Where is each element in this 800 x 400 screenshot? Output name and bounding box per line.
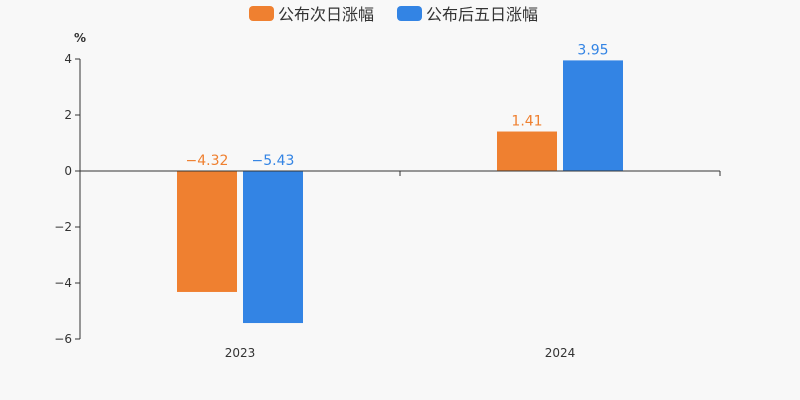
legend-label-series-0: 公布次日涨幅	[278, 5, 374, 24]
bar-series-1-2024	[563, 60, 623, 171]
data-label-series-1-2024: 3.95	[577, 42, 608, 58]
y-tick-label-0: 4	[64, 52, 72, 66]
legend-swatch-series-0	[249, 6, 274, 21]
data-label-series-0-2023: −4.32	[186, 153, 229, 169]
y-tick-label-5: −6	[54, 332, 72, 346]
bar-series-1-2023	[243, 171, 303, 324]
y-tick-label-3: −2	[54, 220, 72, 234]
data-label-series-1-2023: −5.43	[252, 153, 295, 169]
x-tick-label-2023: 2023	[225, 346, 256, 360]
x-axis: 2023 2024	[79, 170, 721, 360]
y-axis: 4 2 0 −2 −4 −6	[54, 52, 81, 346]
bar-series-0-2024	[497, 131, 557, 171]
x-tick-label-2024: 2024	[545, 346, 576, 360]
y-tick-label-1: 2	[64, 108, 72, 122]
y-tick-label-2: 0	[64, 164, 72, 178]
bar-series-0-2023	[177, 171, 237, 292]
y-tick-label-4: −4	[54, 276, 72, 290]
y-axis-unit-label: %	[74, 31, 86, 45]
legend: 公布次日涨幅 公布后五日涨幅	[249, 5, 538, 24]
bars	[177, 60, 623, 324]
data-label-series-0-2024: 1.41	[511, 114, 542, 130]
legend-label-series-1: 公布后五日涨幅	[426, 5, 538, 24]
legend-swatch-series-1	[397, 6, 422, 21]
data-labels: −4.32 −5.43 1.41 3.95	[186, 42, 609, 169]
